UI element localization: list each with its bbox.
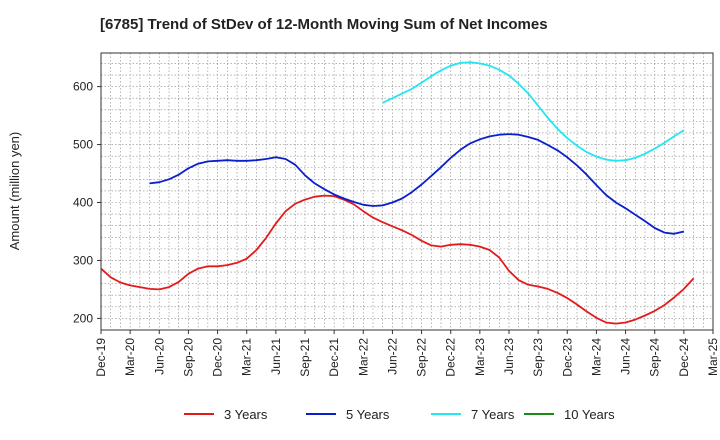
y-tick-label: 400 — [73, 196, 93, 210]
x-tick-label: Dec-21 — [327, 338, 341, 377]
x-tick-label: Mar-20 — [123, 338, 137, 376]
grid-lines — [101, 53, 713, 330]
x-tick-label: Dec-24 — [677, 338, 691, 377]
series-line-3-years — [100, 194, 695, 325]
x-tick-label: Mar-21 — [240, 338, 254, 376]
y-axis-label: Amount (million yen) — [7, 132, 22, 251]
x-tick-label: Sep-20 — [181, 338, 195, 377]
x-tick-label: Jun-22 — [385, 338, 399, 375]
x-tick-label: Sep-24 — [648, 338, 662, 377]
y-tick-label: 200 — [73, 311, 93, 325]
x-tick-label: Jun-23 — [502, 338, 516, 375]
x-tick-label: Mar-24 — [589, 338, 603, 376]
x-tick-label: Dec-20 — [211, 338, 225, 377]
x-tick-label: Dec-23 — [560, 338, 574, 377]
x-tick-label: Mar-22 — [356, 338, 370, 376]
chart-title: [6785] Trend of StDev of 12-Month Moving… — [100, 16, 548, 33]
legend-label: 10 Years — [564, 407, 615, 422]
x-tick-label: Sep-21 — [298, 338, 312, 377]
x-tick-label: Jun-20 — [152, 338, 166, 375]
series-lines — [100, 61, 695, 325]
x-tick-label: Jun-24 — [619, 338, 633, 375]
x-tick-label: Dec-22 — [444, 338, 458, 377]
x-tick-label: Mar-25 — [706, 338, 720, 376]
y-tick-label: 500 — [73, 138, 93, 152]
plot-frame — [100, 52, 714, 331]
x-tick-label: Sep-23 — [531, 338, 545, 377]
legend-label: 7 Years — [471, 407, 515, 422]
x-tick-label: Dec-19 — [94, 338, 108, 377]
x-tick-label: Mar-23 — [473, 338, 487, 376]
series-line-7-years — [382, 61, 685, 162]
x-tick-label: Jun-21 — [269, 338, 283, 375]
x-axis: Dec-19 Mar-20 Jun-20 Sep-20 Dec-20 Mar-21 Jun-… — [94, 330, 720, 377]
x-tick-label: Sep-22 — [415, 338, 429, 377]
series-line-5-years — [149, 133, 685, 235]
legend-label: 5 Years — [346, 407, 390, 422]
legend: 3 Years 5 Years 7 Years 10 Years — [184, 407, 615, 422]
legend-label: 3 Years — [224, 407, 268, 422]
y-axis: 200 300 400 500 600 — [73, 80, 101, 325]
y-tick-label: 600 — [73, 80, 93, 94]
y-tick-label: 300 — [73, 253, 93, 267]
